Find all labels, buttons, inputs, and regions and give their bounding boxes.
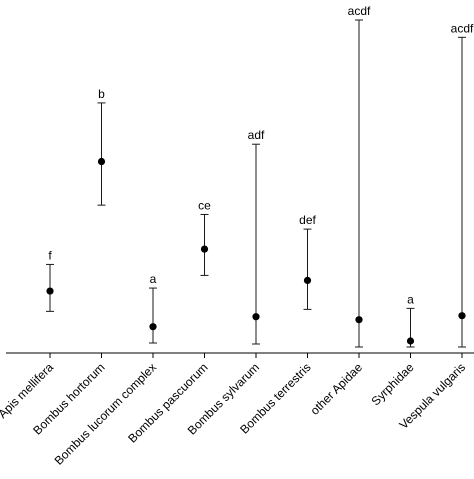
data-point	[303, 276, 312, 285]
x-tick-label: Bombus lucorum complex	[52, 360, 160, 468]
x-tick-label: other Apidae	[308, 360, 366, 418]
group-letter-label: adf	[248, 128, 265, 142]
group-letter-label: f	[48, 248, 52, 262]
data-point	[200, 245, 209, 253]
data-point	[458, 312, 466, 320]
group-letter-label: b	[98, 87, 105, 101]
group-label-layer: f b a ce adf def acdf a acdf	[48, 4, 474, 306]
data-point	[406, 337, 415, 345]
data-point	[97, 157, 106, 166]
group-letter-label: def	[299, 213, 316, 227]
x-tick-label: Syrphidae	[369, 360, 417, 408]
group-letter-label: ce	[198, 198, 211, 212]
errorbar-layer	[46, 19, 466, 348]
axis-layer	[6, 352, 474, 358]
data-point	[355, 316, 363, 324]
group-letter-label: a	[150, 272, 157, 286]
group-letter-label: acdf	[348, 4, 371, 18]
point-layer	[46, 157, 466, 345]
group-letter-label: a	[407, 292, 414, 306]
data-point	[149, 323, 157, 331]
data-point	[252, 313, 260, 321]
group-letter-label: acdf	[451, 21, 474, 35]
data-point	[46, 287, 54, 295]
